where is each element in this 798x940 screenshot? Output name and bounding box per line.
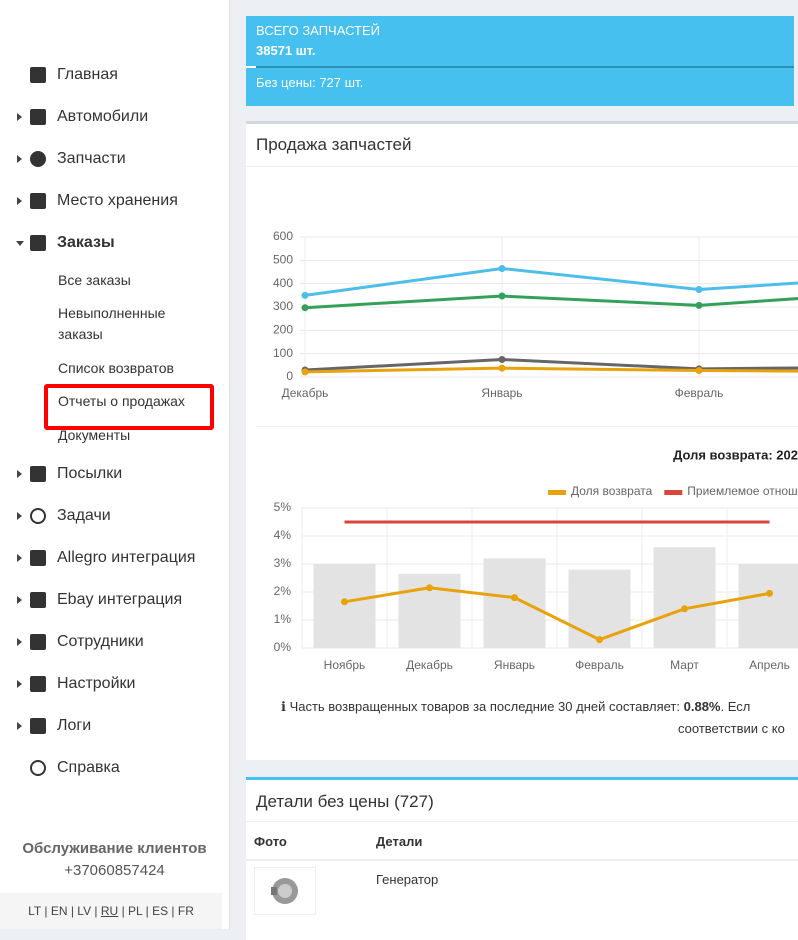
menu-item[interactable]: Главная [57,66,118,84]
submenu-item[interactable]: Невыполненные заказы [58,303,198,345]
note-suffix: . Есл [721,699,751,714]
menu-icon [30,634,46,650]
table-header: Детали [376,834,422,849]
menu-icon [30,508,46,524]
submenu-item[interactable]: Документы [58,425,198,446]
expand-arrow [17,155,22,163]
submenu-item[interactable]: Все заказы [58,270,198,291]
menu-icon [30,550,46,566]
expand-arrow [17,638,22,646]
menu-icon [30,109,46,125]
note: ℹ Часть возвращенных товаров за последни… [281,699,750,715]
menu-item[interactable]: Задачи [57,507,111,525]
menu-item[interactable]: Настройки [57,675,135,693]
menu-item[interactable]: Автомобили [57,108,148,126]
support-phone[interactable]: +37060857424 [0,862,229,879]
table-cell: Генератор [376,872,438,887]
language-bar: LT | EN | LV | RU | PL | ES | FR [0,893,222,929]
language-link[interactable]: EN [51,904,68,918]
summary-no-price: Без цены: 727 шт. [256,75,363,90]
expand-arrow [17,680,22,688]
product-photo[interactable] [254,867,316,915]
support-title: Обслуживание клиентов [0,840,229,857]
panel-title: Продажа запчастей [256,135,412,155]
menu-item[interactable]: Посылки [57,465,122,483]
menu-item[interactable]: Allegro интеграция [57,549,195,567]
expand-arrow [17,512,22,520]
menu-item[interactable]: Справка [57,759,120,777]
menu-icon [30,151,46,167]
summary-title: ВСЕГО ЗАПЧАСТЕЙ [256,23,380,38]
sales-panel: Продажа запчастей ℹ Часть возвращенных т… [246,121,798,760]
menu-icon [30,193,46,209]
note-prefix: Часть возвращенных товаров за последние … [290,699,680,714]
menu-icon [30,592,46,608]
expand-arrow [17,197,22,205]
note-line2: соответствии с ко [678,721,785,736]
sidebar: Обслуживание клиентов +37060857424 LT | … [0,0,230,929]
menu-item[interactable]: Место хранения [57,192,178,210]
details-panel: Детали без цены (727) Фото Детали Генера… [246,777,798,940]
menu-icon [30,235,46,251]
expand-arrow [17,113,22,121]
note-value: 0.88% [684,699,721,714]
menu-icon [30,718,46,734]
menu-item[interactable]: Запчасти [57,150,126,168]
language-link[interactable]: RU [101,904,118,918]
expand-arrow [16,241,24,246]
menu-item[interactable]: Логи [57,717,91,735]
progress [246,66,794,68]
menu-item[interactable]: Ebay интеграция [57,591,182,609]
expand-arrow [17,554,22,562]
menu-icon [30,67,46,83]
expand-arrow [17,470,22,478]
submenu-item[interactable]: Список возвратов [58,358,198,379]
summary-total: 38571 шт. [256,43,315,58]
submenu-item[interactable]: Отчеты о продажах [58,391,198,412]
panel-title: Детали без цены (727) [256,792,434,812]
table-header: Фото [254,834,287,849]
language-link[interactable]: PL [128,904,142,918]
language-link[interactable]: FR [178,904,194,918]
menu-item[interactable]: Заказы [57,234,115,252]
language-link[interactable]: LV [77,904,91,918]
menu-icon [30,676,46,692]
summary-box: ВСЕГО ЗАПЧАСТЕЙ 38571 шт. Без цены: 727 … [246,16,794,106]
menu-icon [30,466,46,482]
expand-arrow [17,722,22,730]
menu-item[interactable]: Сотрудники [57,633,144,651]
expand-arrow [17,596,22,604]
language-link[interactable]: LT [28,904,41,918]
main: ВСЕГО ЗАПЧАСТЕЙ 38571 шт. Без цены: 727 … [230,0,798,929]
menu-icon [30,760,46,776]
language-link[interactable]: ES [152,904,168,918]
